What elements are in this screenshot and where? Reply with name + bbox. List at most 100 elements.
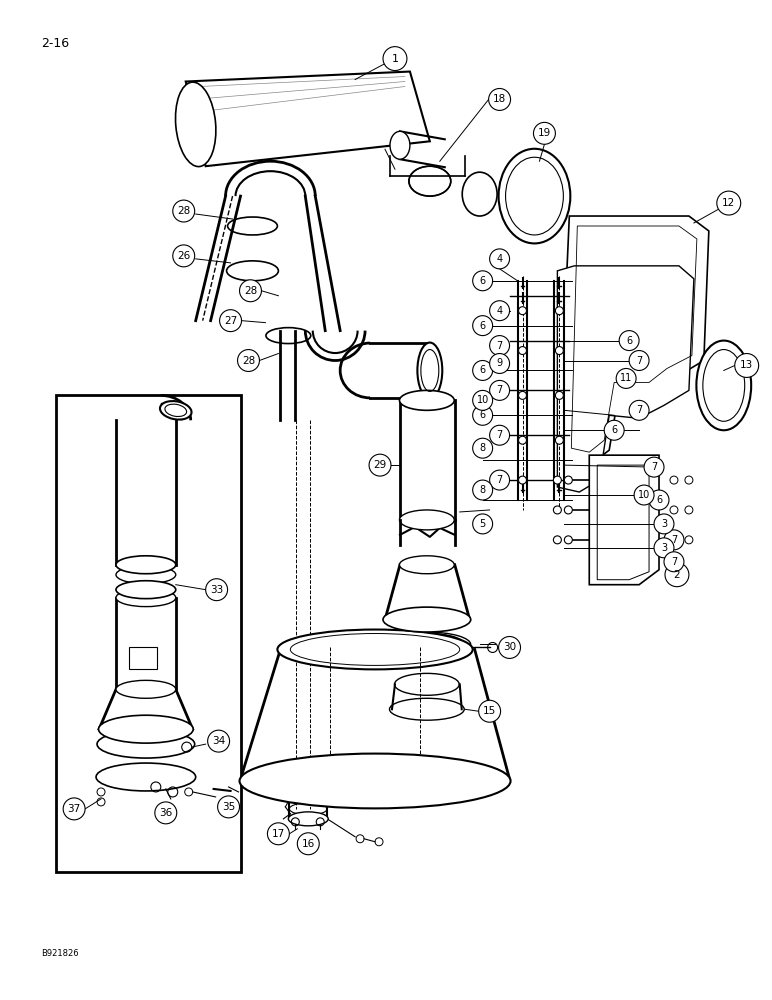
Ellipse shape <box>390 698 464 720</box>
Circle shape <box>555 347 564 355</box>
Circle shape <box>564 476 572 484</box>
Text: 3: 3 <box>661 543 667 553</box>
Circle shape <box>735 354 759 377</box>
Text: 4: 4 <box>496 254 503 264</box>
Text: 33: 33 <box>210 585 223 595</box>
Ellipse shape <box>116 556 176 574</box>
Text: 7: 7 <box>496 385 503 395</box>
Text: 7: 7 <box>671 557 677 567</box>
Circle shape <box>685 536 693 544</box>
Text: 19: 19 <box>538 128 551 138</box>
Circle shape <box>604 420 624 440</box>
Text: 6: 6 <box>479 365 486 375</box>
Circle shape <box>619 331 639 351</box>
Text: 29: 29 <box>374 460 387 470</box>
Circle shape <box>472 361 493 380</box>
Text: 6: 6 <box>611 425 618 435</box>
Ellipse shape <box>239 754 510 808</box>
Text: 7: 7 <box>636 356 642 366</box>
Ellipse shape <box>99 715 193 743</box>
Text: 12: 12 <box>722 198 736 208</box>
Circle shape <box>369 454 391 476</box>
Circle shape <box>472 514 493 534</box>
Circle shape <box>479 700 500 722</box>
Circle shape <box>670 536 678 544</box>
Circle shape <box>665 563 689 587</box>
Text: 28: 28 <box>177 206 191 216</box>
Text: 7: 7 <box>636 405 642 415</box>
Circle shape <box>554 506 561 514</box>
Circle shape <box>555 391 564 399</box>
Circle shape <box>519 476 527 484</box>
Circle shape <box>519 307 527 315</box>
Circle shape <box>670 506 678 514</box>
Ellipse shape <box>418 343 442 398</box>
Circle shape <box>155 802 177 824</box>
Circle shape <box>555 436 564 444</box>
Text: 2: 2 <box>674 570 680 580</box>
Circle shape <box>654 538 674 558</box>
Text: 13: 13 <box>740 360 753 370</box>
Ellipse shape <box>116 581 176 599</box>
Circle shape <box>629 351 649 370</box>
Ellipse shape <box>97 730 195 758</box>
Circle shape <box>472 271 493 291</box>
Ellipse shape <box>116 680 176 698</box>
Ellipse shape <box>175 82 216 167</box>
Text: 6: 6 <box>479 410 486 420</box>
Text: 18: 18 <box>493 94 506 104</box>
Circle shape <box>664 530 684 550</box>
Circle shape <box>634 485 654 505</box>
Circle shape <box>472 316 493 336</box>
Polygon shape <box>557 266 694 492</box>
Ellipse shape <box>277 630 472 669</box>
Text: 7: 7 <box>496 341 503 351</box>
Text: 35: 35 <box>222 802 235 812</box>
Ellipse shape <box>399 556 454 574</box>
Text: 7: 7 <box>496 430 503 440</box>
Circle shape <box>219 310 242 332</box>
Circle shape <box>489 336 510 356</box>
Circle shape <box>489 470 510 490</box>
Circle shape <box>489 88 510 110</box>
Ellipse shape <box>394 673 459 695</box>
Text: 10: 10 <box>638 490 650 500</box>
Circle shape <box>489 301 510 321</box>
Circle shape <box>554 476 561 484</box>
Text: 28: 28 <box>244 286 257 296</box>
Circle shape <box>654 514 674 534</box>
Ellipse shape <box>462 172 497 216</box>
Circle shape <box>489 425 510 445</box>
Circle shape <box>383 47 407 71</box>
Circle shape <box>173 245 195 267</box>
Text: 6: 6 <box>479 321 486 331</box>
Polygon shape <box>186 72 430 166</box>
Circle shape <box>489 380 510 400</box>
Text: 34: 34 <box>212 736 225 746</box>
Circle shape <box>297 833 320 855</box>
Text: 6: 6 <box>656 495 662 505</box>
Text: 7: 7 <box>671 535 677 545</box>
Circle shape <box>685 506 693 514</box>
Ellipse shape <box>160 401 191 420</box>
Text: 11: 11 <box>620 373 632 383</box>
Text: 30: 30 <box>503 642 516 652</box>
Circle shape <box>564 536 572 544</box>
Ellipse shape <box>390 131 410 159</box>
Circle shape <box>519 391 527 399</box>
Circle shape <box>472 480 493 500</box>
Circle shape <box>644 457 664 477</box>
Text: 16: 16 <box>302 839 315 849</box>
Bar <box>129 647 157 669</box>
Circle shape <box>489 249 510 269</box>
Text: 15: 15 <box>483 706 496 716</box>
Text: 26: 26 <box>177 251 191 261</box>
Circle shape <box>173 200 195 222</box>
Circle shape <box>208 730 229 752</box>
Circle shape <box>519 436 527 444</box>
Text: 3: 3 <box>661 519 667 529</box>
Circle shape <box>267 823 290 845</box>
Ellipse shape <box>499 149 571 243</box>
Circle shape <box>564 506 572 514</box>
Text: 17: 17 <box>272 829 285 839</box>
